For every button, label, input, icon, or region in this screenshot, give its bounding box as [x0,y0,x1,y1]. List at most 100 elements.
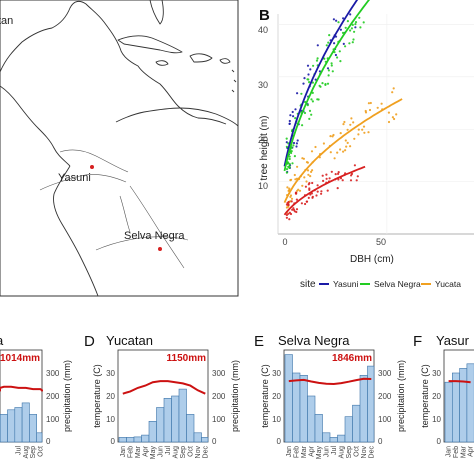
scatter-point [285,137,288,140]
scatter-point [285,213,288,217]
scatter-point [336,56,339,59]
scatter-point [308,109,312,112]
scatter-point [332,18,335,21]
panel-e-precip-tick: 200 [378,392,392,401]
scatter-point [309,68,312,71]
scatter-point [290,200,293,203]
panel-e-title: Selva Negra [278,333,350,348]
precip-bar [21,402,30,443]
panel-e-temp-tick: 30 [272,369,281,378]
scatter-point [316,184,319,187]
scatter-point [303,176,306,179]
scatter-point [329,151,332,154]
scatter-point [338,50,341,53]
scatter-point [301,124,304,127]
scatter-point [341,179,344,182]
panel-f-marks: Jan Feb Mar Apr [444,363,474,458]
fit-curve [283,98,403,203]
precip-bar [337,434,346,443]
scatter-point [288,162,291,165]
panel-c-precip-tick: 300 [46,369,60,378]
scatter-point [330,64,333,67]
scatter-point [287,200,290,204]
scatter-point [292,144,295,147]
scatter-point [351,41,354,44]
scatter-point [286,186,289,189]
panel-f-title: Yasur [436,333,470,348]
panel-e-temp-label: temperature (C) [260,364,270,428]
panel-f-temp-label: temperature (C) [420,364,430,428]
precip-bar [466,363,474,443]
precip-bar [163,397,172,443]
scatter-point [337,21,340,24]
scatter-point [306,78,309,81]
scatter-point [359,26,362,29]
scatter-point [348,42,351,45]
scatter-point [356,175,359,178]
month-label: Feb [453,446,460,458]
month-label: Jan [446,446,453,457]
scatter-point [357,128,360,131]
panel-d-precip-tick: 100 [212,415,226,424]
panel-c-marks: Jul Aug Sep Oct [0,385,44,458]
scatter-point [294,117,297,120]
panel-d-precip-tick: 200 [212,392,226,401]
scatter-point [310,98,313,101]
month-label: Nov [361,446,368,459]
scatter-point [346,128,349,131]
panel-f-temp-tick: 0 [437,437,442,446]
scatter-point [285,141,288,144]
precip-bar [171,395,180,443]
panel-b-ytick: 20 [258,135,268,145]
month-label: Jun [157,446,164,457]
scatter-point [306,161,309,164]
legend-label-yucatan: Yucata [435,279,461,289]
scatter-point [361,128,364,131]
climate-panel-d: D Yucatan temperature (C) 1150mm Jan Feb M… [84,333,240,459]
scatter-point [288,157,291,161]
scatter-point [320,192,323,195]
scatter-point [311,181,314,185]
scatter-point [290,197,294,200]
precip-bar [201,437,209,443]
panel-f-temp-tick: 30 [432,369,441,378]
scatter-point [364,109,367,113]
scatter-point [354,26,357,29]
scatter-point [362,21,365,24]
panel-f-letter: F [413,333,422,350]
panel-e-precip-tick: 100 [378,415,392,424]
scatter-point [294,191,298,194]
precip-bar [7,409,16,443]
scatter-point [367,131,370,134]
scatter-point [342,17,345,20]
scatter-point [289,195,292,198]
climate-panel-e: E Selva Negra temperature (C) 1846mm Jan… [254,333,406,459]
panel-c-precip-tick: 0 [46,437,51,446]
panel-e-temp-tick: 10 [272,415,281,424]
scatter-point [304,202,307,206]
month-label: Jun [323,446,330,457]
precip-bar [444,381,453,443]
scatter-point [285,216,288,219]
scatter-point [315,59,319,62]
scatter-point [352,121,355,124]
scatter-point [334,173,337,176]
panel-b-ylabel: tree height (m) [259,115,270,180]
scatter-point [322,179,325,182]
scatter-point [352,38,355,41]
scatter-point [310,150,314,153]
scatter-point [339,132,342,135]
scatter-point [290,178,293,181]
month-label: Dec [368,446,375,459]
precip-bar [156,407,165,443]
month-label: Apr [308,445,315,457]
scatter-point [327,41,330,44]
scatter-point [353,164,356,167]
month-label: Nov [195,446,202,459]
scatter-point [326,67,330,70]
panel-c-title: a [0,333,4,348]
month-label: Aug [338,446,345,459]
legend-title: site [300,279,316,290]
scatter-point [330,170,333,173]
